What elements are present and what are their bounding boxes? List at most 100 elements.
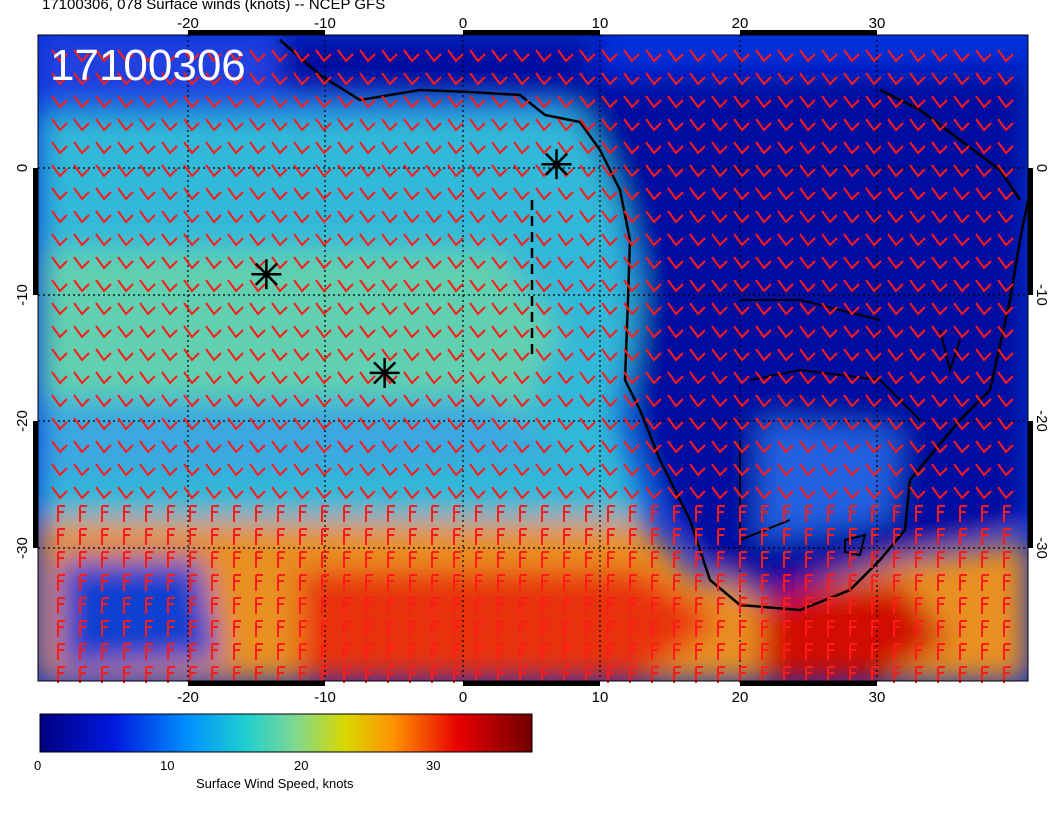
wind-barb [233,528,241,545]
wind-barb [403,95,420,109]
wind-barb [425,164,442,178]
wind-barb [139,463,156,477]
wind-barb [51,187,68,201]
wind-barb [739,597,747,614]
wind-barb [513,486,530,500]
wind-barb [667,49,684,63]
wind-barb [761,597,769,614]
wind-barb [695,551,703,568]
wind-barb [871,643,879,660]
wind-barb [453,505,461,522]
wind-barb [447,210,464,224]
wind-barb [623,256,640,270]
wind-barb [249,233,266,247]
wind-barb [645,164,662,178]
wind-barb [887,463,904,477]
wind-barb [887,233,904,247]
wind-barb [139,72,156,86]
wind-barb [645,210,662,224]
wind-barb [557,371,574,385]
wind-barb [711,118,728,132]
wind-barb [271,440,288,454]
wind-barb [667,187,684,201]
wind-barb [887,486,904,500]
wind-barb [909,348,926,362]
wind-barb [711,49,728,63]
wind-barb [975,72,992,86]
wind-barb [535,486,552,500]
wind-barb [491,95,508,109]
wind-barb [997,95,1014,109]
wind-barb [651,574,659,591]
wind-barb [365,620,373,637]
wind-barb [623,210,640,224]
wind-barb [293,417,310,431]
wind-barb [689,463,706,477]
wind-barb [579,49,596,63]
storm-marker [251,259,282,290]
lat-label-right: -20 [1033,410,1050,432]
wind-barb [821,348,838,362]
wind-barb [541,620,549,637]
wind-barb [689,256,706,270]
wind-barb [827,620,835,637]
wind-barb [909,233,926,247]
wind-barb [227,95,244,109]
wind-barb [183,49,200,63]
wind-barb [871,505,879,522]
wind-barb [695,574,703,591]
wind-barb [249,256,266,270]
wind-barb [403,256,420,270]
wind-barb [299,643,307,660]
wind-barb [557,325,574,339]
wind-barb [293,95,310,109]
wind-barb [909,164,926,178]
wind-barb [909,302,926,316]
wind-barb [227,164,244,178]
wind-barb [821,417,838,431]
wind-barb [915,597,923,614]
wind-barb [953,233,970,247]
wind-barb [821,371,838,385]
wind-barb [761,505,769,522]
wind-barb [909,325,926,339]
wind-barb [645,187,662,201]
wind-barb [491,72,508,86]
wind-barb [299,528,307,545]
wind-barb [711,141,728,155]
wind-barb [321,505,329,522]
wind-barb [733,325,750,339]
wind-barb [865,279,882,293]
wind-barb [117,325,134,339]
wind-barb [51,164,68,178]
wind-barb [865,302,882,316]
wind-barb [315,440,332,454]
wind-barb [249,440,266,454]
wind-barb [189,528,197,545]
wind-barb [931,141,948,155]
wind-barb [733,302,750,316]
wind-barb [519,643,527,660]
wind-barb [453,620,461,637]
wind-barb [733,279,750,293]
wind-barb [57,551,65,568]
wind-barb [205,279,222,293]
wind-barb [183,371,200,385]
wind-barb [293,440,310,454]
wind-barb [623,394,640,408]
wind-barb [79,528,87,545]
wind-barb [975,463,992,477]
wind-barb [777,233,794,247]
lat-label-right: -30 [1033,537,1050,559]
wind-barb [73,440,90,454]
wind-barb [777,486,794,500]
wind-barb [601,463,618,477]
wind-barb [123,505,131,522]
wind-barb [673,574,681,591]
wind-barb [227,486,244,500]
wind-barb [623,233,640,247]
wind-barb [161,210,178,224]
wind-barb [359,279,376,293]
wind-barb [381,118,398,132]
wind-barb [557,72,574,86]
